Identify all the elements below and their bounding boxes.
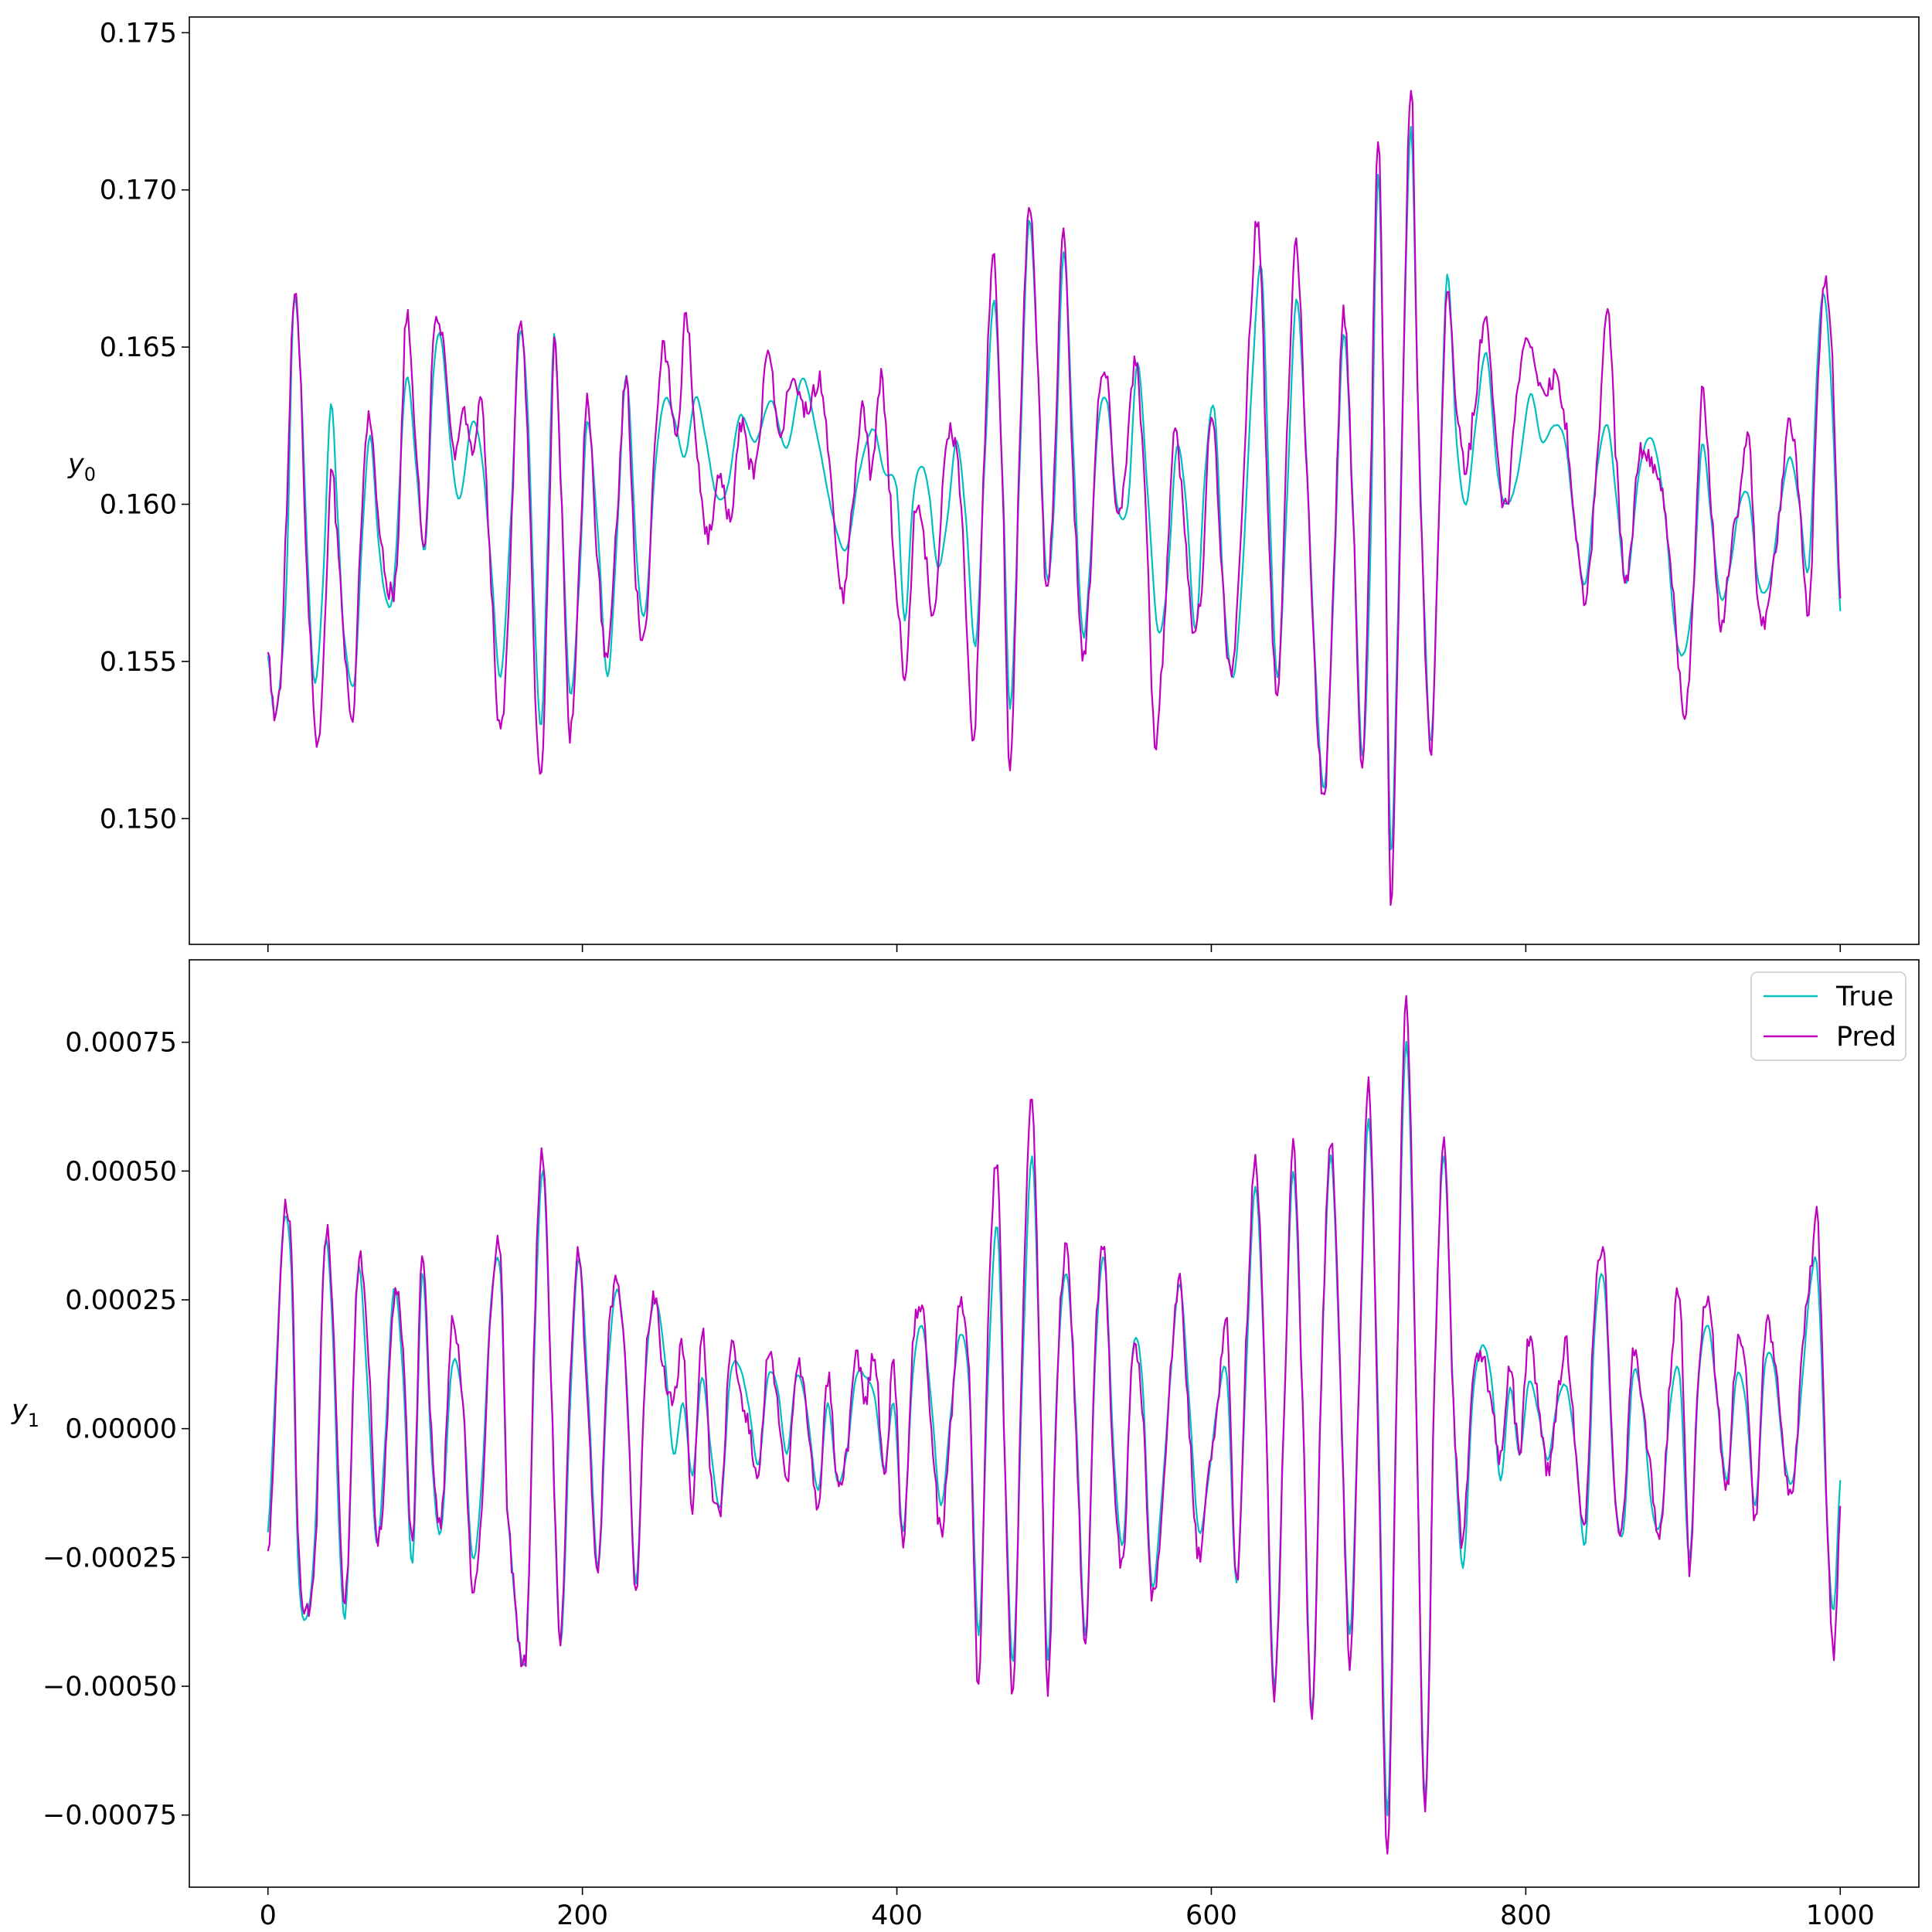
- y-tick-label: 0.00050: [65, 1156, 177, 1187]
- y-tick-label: −0.00075: [43, 1801, 177, 1832]
- y-tick-label: 0.155: [100, 647, 177, 678]
- x-tick-label: 1000: [1806, 1900, 1875, 1931]
- y-axis-label: y1: [11, 1395, 39, 1431]
- y-tick-label: −0.00025: [43, 1543, 177, 1573]
- x-tick-label: 800: [1500, 1900, 1552, 1931]
- axes-frame: [189, 16, 1920, 945]
- legend-box: [1750, 971, 1906, 1061]
- x-tick-label: 400: [871, 1900, 923, 1931]
- pred-series-line-panel-0: [267, 90, 1842, 906]
- y-tick-label: 0.160: [100, 490, 177, 521]
- y-tick-label: 0.165: [100, 332, 177, 363]
- y-tick-label: 0.00025: [65, 1285, 177, 1316]
- legend: True Pred: [1750, 971, 1906, 1061]
- y-tick-label: 0.00000: [65, 1414, 177, 1445]
- true-series-line-panel-1: [267, 1040, 1842, 1817]
- legend-label-pred: Pred: [1836, 1022, 1896, 1053]
- axes-frame: [189, 959, 1920, 1888]
- y-axis-label: y0: [67, 449, 96, 485]
- y-tick-label: −0.00050: [43, 1672, 177, 1702]
- y-tick-label: 0.150: [100, 804, 177, 835]
- x-tick-label: 600: [1185, 1900, 1237, 1931]
- x-tick-label: 200: [556, 1900, 608, 1931]
- y-tick-label: 0.175: [100, 18, 177, 49]
- y-tick-label: 0.170: [100, 175, 177, 206]
- legend-label-true: True: [1835, 981, 1893, 1012]
- pred-series-line-panel-1: [267, 995, 1842, 1855]
- top-panel: 0.150 0.155 0.160 0.165 0.170 0.175 y0: [67, 16, 1920, 952]
- y-tick-label: 0.00075: [65, 1028, 177, 1059]
- bottom-panel: −0.00075 −0.00050 −0.00025 0.00000 0.00025 0.…: [11, 959, 1920, 1931]
- x-tick-label: 0: [260, 1900, 277, 1931]
